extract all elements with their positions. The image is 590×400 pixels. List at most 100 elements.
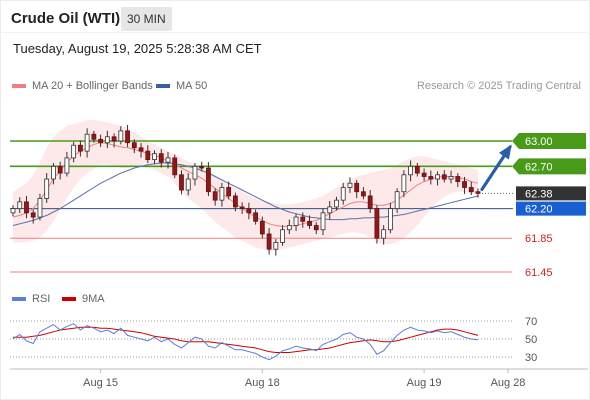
candle <box>286 219 292 235</box>
legend-rsi-label: RSI <box>32 293 51 305</box>
legend-ma50-label: MA 50 <box>176 80 208 92</box>
bearish-candle-body <box>475 191 481 194</box>
candle <box>320 208 326 236</box>
bearish-candle-body <box>158 153 164 163</box>
candle <box>71 141 77 163</box>
candle <box>152 150 157 164</box>
candle <box>239 202 245 215</box>
candle <box>448 170 454 184</box>
candle <box>24 195 29 219</box>
price-tag-bg <box>516 201 586 216</box>
candle <box>300 212 306 228</box>
candle <box>421 168 427 181</box>
candle <box>259 216 265 239</box>
x-tick-label: Aug 18 <box>245 377 280 389</box>
bearish-candle-body <box>111 136 117 142</box>
candle <box>394 188 400 214</box>
candle <box>334 196 339 211</box>
timeframe-badge[interactable]: 30 MIN <box>121 7 172 31</box>
candle <box>307 215 312 229</box>
candle <box>179 170 184 195</box>
bullish-candle-body <box>17 201 23 210</box>
candle <box>401 170 407 198</box>
candle <box>280 225 285 246</box>
candle <box>145 145 151 163</box>
bullish-candle-body <box>320 212 326 231</box>
chart-header: Crude Oil (WTI) 30 MIN <box>0 0 590 38</box>
ma50-tag-62-20: 62.20 <box>516 201 586 216</box>
bullish-candle-body <box>435 174 440 180</box>
candle <box>293 213 299 231</box>
legend-9ma: 9MA <box>62 293 105 305</box>
timestamp: Tuesday, August 19, 2025 5:28:38 AM CET <box>13 41 262 56</box>
candle <box>381 225 387 245</box>
legend-9ma-label: 9MA <box>82 293 105 305</box>
bearish-candle-body <box>259 220 265 235</box>
bullish-candle-body <box>340 187 346 201</box>
bearish-candle-body <box>226 187 232 197</box>
bullish-candle-body <box>84 133 90 152</box>
candle <box>347 177 353 193</box>
candle <box>84 128 90 158</box>
candle <box>125 124 130 148</box>
bullish-candle-body <box>381 229 387 239</box>
instrument-title: Crude Oil (WTI) <box>11 10 121 27</box>
bearish-candle-body <box>138 147 144 152</box>
price-tag-label: 62.38 <box>525 188 553 200</box>
bullish-candle-body <box>104 136 110 144</box>
legend-rsi: RSI <box>12 293 50 305</box>
candle <box>77 140 83 157</box>
bullish-candle-body <box>185 178 191 191</box>
resistance-tag-bg <box>512 133 586 149</box>
candle <box>367 190 373 214</box>
legend-ma50: MA 50 <box>156 80 207 92</box>
ma20-swatch <box>12 84 26 89</box>
bearish-candle-body <box>307 220 312 226</box>
candle <box>10 205 16 217</box>
bullish-candle-body <box>327 206 333 214</box>
candles <box>10 124 481 256</box>
resistance-tag-label: 63.00 <box>525 136 553 148</box>
bullish-candle-body <box>334 199 339 208</box>
candle <box>253 209 259 225</box>
bullish-candle-body <box>280 229 285 243</box>
rsi-9ma-line <box>13 326 479 353</box>
x-tick-label: Aug 15 <box>83 377 118 389</box>
candle <box>374 205 380 244</box>
candle <box>455 173 461 187</box>
bearish-candle-body <box>421 172 427 177</box>
bullish-candle-body <box>219 187 225 201</box>
bearish-candle-body <box>354 182 360 193</box>
bearish-candle-body <box>428 176 434 180</box>
bullish-candle-body <box>286 225 292 231</box>
bearish-candle-body <box>246 208 252 214</box>
research-credit: Research © 2025 Trading Central <box>416 80 581 92</box>
bearish-candle-body <box>98 138 104 144</box>
candle <box>138 143 144 158</box>
ma50-swatch <box>156 84 170 89</box>
candle <box>232 192 238 212</box>
x-tick-label: Aug 28 <box>491 377 526 389</box>
bearish-candle-body <box>172 157 178 176</box>
bearish-candle-body <box>232 195 238 208</box>
candle <box>37 193 43 221</box>
candle <box>172 154 178 179</box>
candle <box>206 162 211 197</box>
current-price-tag-62-38: 62.38 <box>516 186 586 201</box>
resistance-tag-62-70: 62.70 <box>512 158 586 175</box>
candle <box>354 179 360 199</box>
rsi-tick-label: 50 <box>525 334 537 346</box>
bearish-candle-body <box>300 216 306 222</box>
ma50-line <box>12 162 479 226</box>
bearish-candle-body <box>455 176 461 182</box>
price-tag-bg <box>516 186 586 201</box>
candle <box>462 176 467 194</box>
bullish-candle-body <box>293 216 299 226</box>
bearish-candle-body <box>199 165 205 169</box>
candle <box>428 170 434 185</box>
bearish-candle-body <box>361 191 366 197</box>
bearish-candle-body <box>374 208 380 239</box>
resistance-tag-63-00: 63.00 <box>512 133 586 149</box>
bearish-candle-body <box>131 142 137 149</box>
